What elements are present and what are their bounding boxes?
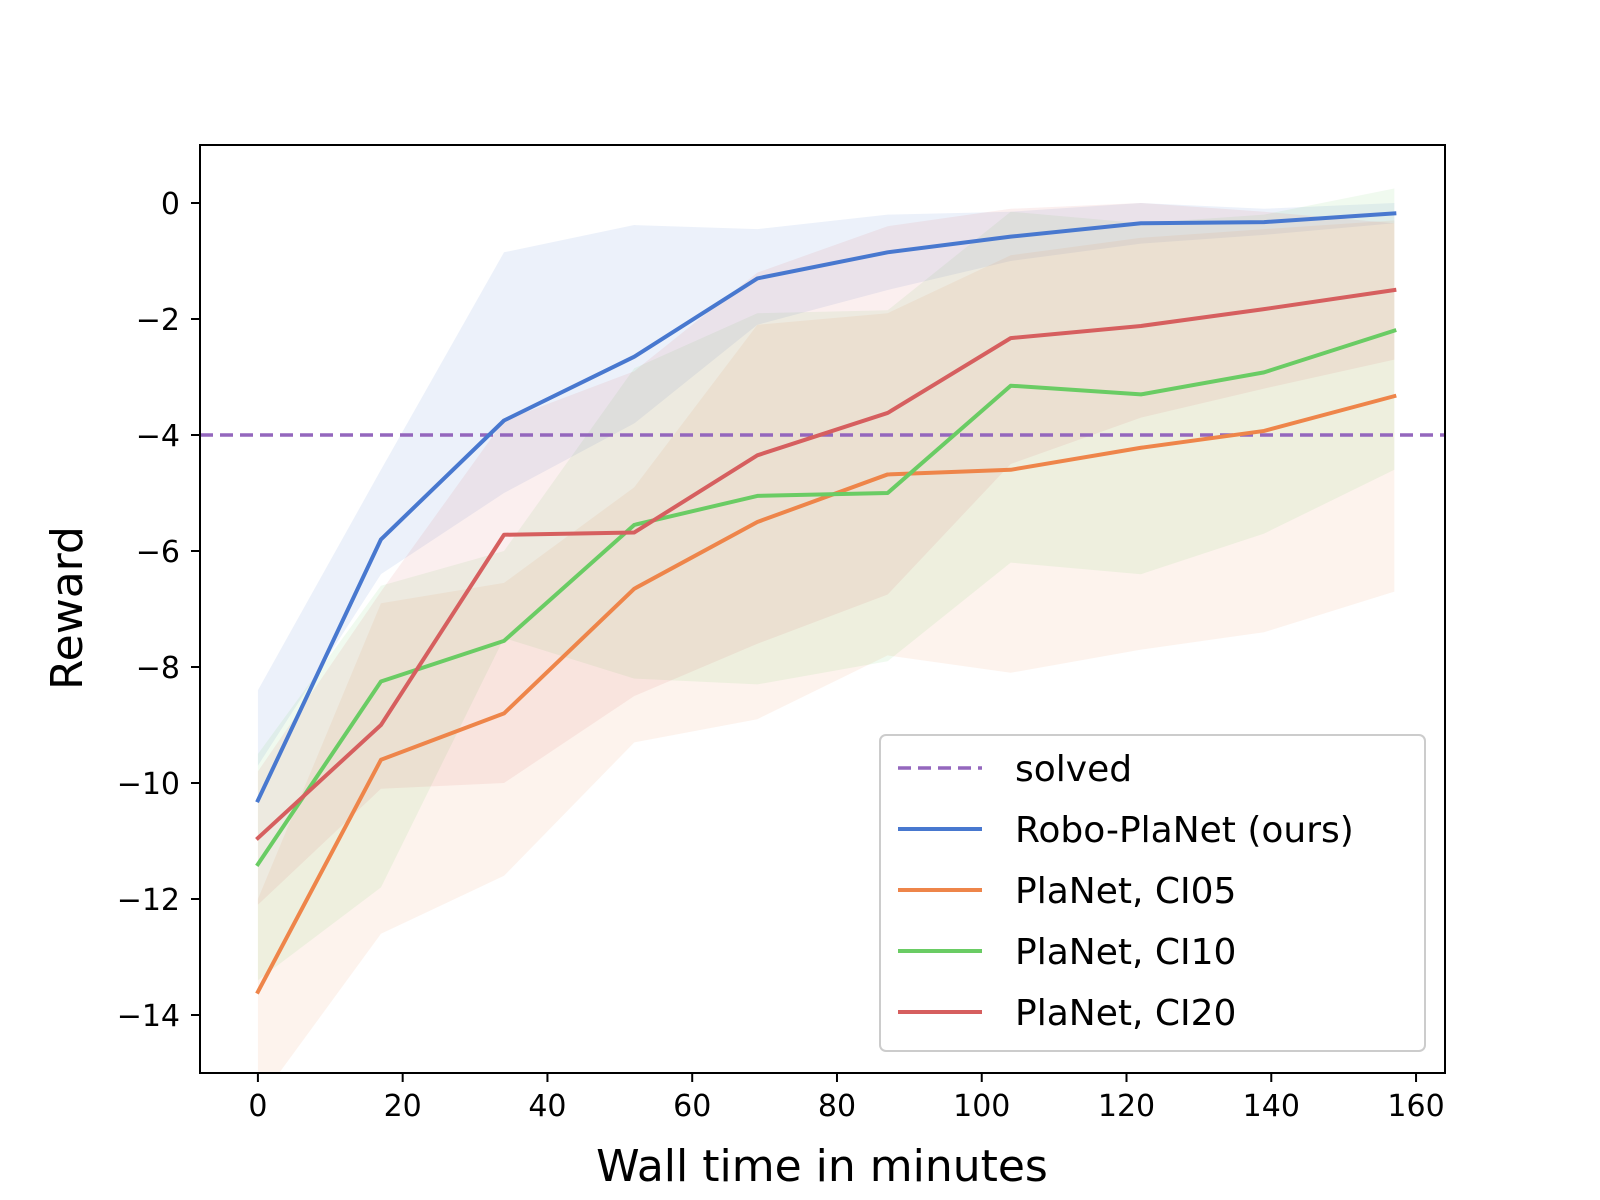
x-tick-label: 100 <box>953 1089 1010 1124</box>
band-planet-ci10 <box>257 188 1395 981</box>
series-lines <box>255 211 1397 995</box>
y-axis-ticks: 0 −2 −4 −6 −8 −10 −12 −14 <box>117 187 200 1034</box>
y-tick-label: −4 <box>136 419 180 454</box>
x-tick-label: 120 <box>1098 1089 1155 1124</box>
legend-box <box>879 734 1426 1052</box>
y-tick-label: 0 <box>161 187 180 222</box>
x-axis-label: Wall time in minutes <box>596 1141 1048 1192</box>
x-tick-label: 20 <box>384 1089 422 1124</box>
legend-label-planet-ci10: PlaNet, CI10 <box>1015 932 1236 973</box>
y-tick-label: −8 <box>136 651 180 686</box>
x-tick-label: 60 <box>673 1089 711 1124</box>
y-tick-label: −14 <box>117 999 180 1034</box>
band-planet-ci20 <box>257 203 1395 905</box>
line-robo-planet-ours <box>255 211 1397 804</box>
x-tick-label: 80 <box>818 1089 856 1124</box>
legend: solved Robo-PlaNet (ours) PlaNet, CI05 P… <box>879 734 1426 1052</box>
x-tick-label: 0 <box>248 1089 267 1124</box>
band-robo-planet-ours <box>257 203 1395 766</box>
line-planet-ci10 <box>255 328 1397 867</box>
y-tick-label: −2 <box>136 303 180 338</box>
x-tick-label: 140 <box>1243 1089 1300 1124</box>
line-planet-ci20 <box>255 287 1397 841</box>
x-axis-ticks: 0 20 40 60 80 100 120 140 160 <box>248 1073 1445 1124</box>
line-planet-ci05 <box>255 393 1397 995</box>
plot-frame <box>199 144 1446 1074</box>
y-tick-label: −10 <box>117 767 180 802</box>
y-tick-label: −12 <box>117 883 180 918</box>
legend-label-planet-ci20: PlaNet, CI20 <box>1015 993 1236 1034</box>
x-tick-label: 160 <box>1387 1089 1444 1124</box>
y-axis-label: Reward <box>42 526 93 690</box>
legend-label-robo-planet: Robo-PlaNet (ours) <box>1015 810 1354 851</box>
y-tick-label: −6 <box>136 535 180 570</box>
legend-label-solved: solved <box>1015 749 1132 790</box>
x-tick-label: 40 <box>528 1089 566 1124</box>
legend-label-planet-ci05: PlaNet, CI05 <box>1015 871 1236 912</box>
